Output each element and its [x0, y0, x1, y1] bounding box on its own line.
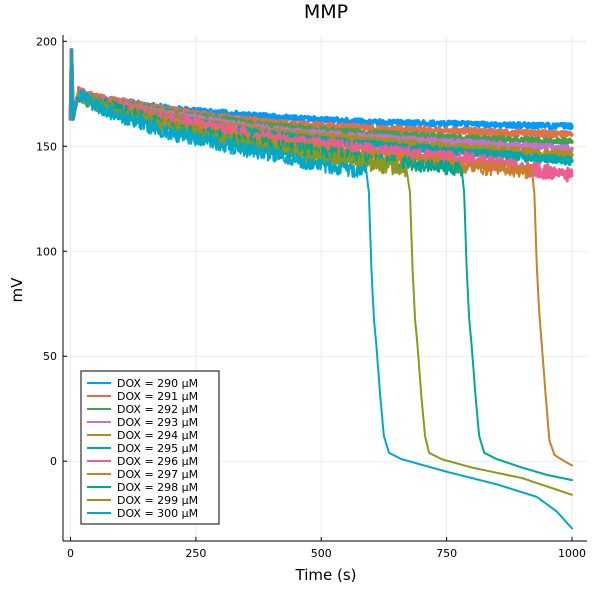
legend-label: DOX = 299 μM — [117, 494, 198, 507]
legend-label: DOX = 297 μM — [117, 468, 198, 481]
legend-label: DOX = 295 μM — [117, 442, 198, 455]
y-tick-label: 100 — [36, 245, 57, 258]
axes: 0 250 500 750 1000 0 50 100 150 200 — [36, 35, 587, 560]
legend-label: DOX = 290 μM — [117, 377, 198, 390]
legend-label: DOX = 293 μM — [117, 416, 198, 429]
x-tick-label: 750 — [436, 547, 457, 560]
data-series — [68, 47, 574, 530]
x-tick-label: 1000 — [558, 547, 586, 560]
x-tick-label: 250 — [185, 547, 206, 560]
y-axis-label: mV — [8, 277, 26, 303]
x-tick-label: 500 — [311, 547, 332, 560]
x-axis-label: Time (s) — [295, 566, 357, 584]
y-tick-label: 200 — [36, 35, 57, 48]
legend-label: DOX = 300 μM — [117, 507, 198, 520]
y-tick-label: 50 — [43, 350, 57, 363]
series-line — [69, 48, 573, 530]
y-tick-label: 150 — [36, 140, 57, 153]
y-tick-label: 0 — [50, 455, 57, 468]
legend-label: DOX = 291 μM — [117, 390, 198, 403]
legend-label: DOX = 292 μM — [117, 403, 198, 416]
legend-label: DOX = 294 μM — [117, 429, 198, 442]
legend-label: DOX = 298 μM — [117, 481, 198, 494]
legend-label: DOX = 296 μM — [117, 455, 198, 468]
chart-title: MMP — [304, 1, 348, 23]
x-tick-label: 0 — [67, 547, 74, 560]
